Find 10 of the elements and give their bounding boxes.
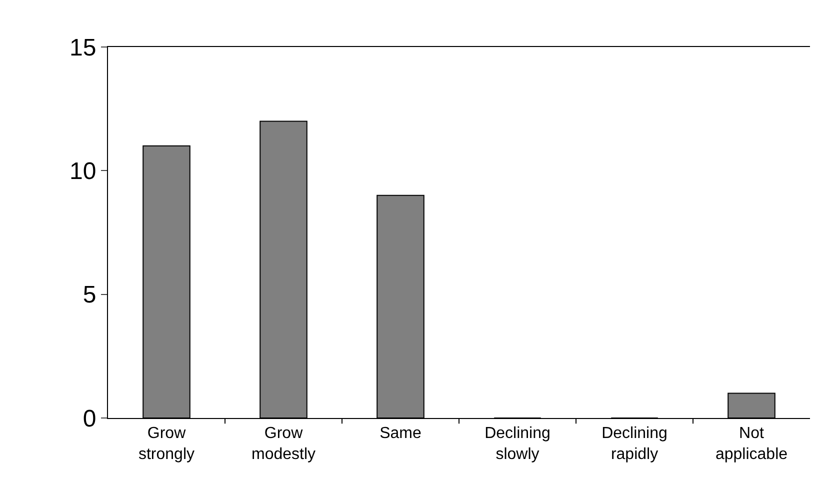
- y-tick-label: 5: [82, 282, 96, 309]
- x-tick-label: Declining slowly: [484, 425, 550, 463]
- x-tick-label: Declining rapidly: [602, 425, 668, 463]
- y-tick-label: 10: [69, 158, 96, 186]
- x-tick-label: Grow modestly: [251, 425, 316, 463]
- x-tick-label: Not applicable: [715, 425, 788, 463]
- y-tick-label: 15: [69, 34, 96, 62]
- y-tick-label: 0: [82, 405, 96, 432]
- x-tick-label: Same: [380, 425, 422, 442]
- x-tick-label: Grow strongly: [138, 425, 195, 463]
